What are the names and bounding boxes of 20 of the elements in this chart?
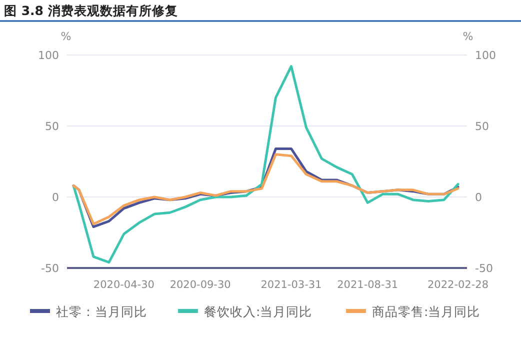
legend-label: 餐饮收入:当月同比 [204, 304, 312, 319]
y-axis-title: % [60, 30, 72, 43]
x-tick-label: 2021-03-31 [260, 279, 322, 291]
y2-tick-label: 100 [475, 49, 496, 62]
y2-axis-title: % [462, 30, 474, 43]
y-tick-label: 0 [52, 191, 59, 204]
y-tick-label: -50 [41, 262, 59, 275]
x-tick-label: 2022-02-28 [427, 279, 489, 291]
y-tick-label: 50 [45, 120, 59, 133]
y-tick-label: 100 [38, 49, 59, 62]
legend-label: 商品零售:当月同比 [372, 304, 480, 319]
x-tick-label: 2020-09-30 [170, 279, 231, 291]
y2-tick-label: 50 [475, 120, 489, 133]
x-tick-label: 2020-04-30 [93, 279, 154, 291]
line-series [72, 65, 460, 264]
x-tick-label: 2021-08-31 [337, 279, 398, 291]
y2-tick-label: 0 [475, 191, 482, 204]
chart-title: 图 3.8 消费表观数据有所修复 [4, 3, 178, 18]
y2-tick-label: -50 [475, 262, 493, 275]
legend-label: 社零：当月同比 [56, 304, 147, 319]
